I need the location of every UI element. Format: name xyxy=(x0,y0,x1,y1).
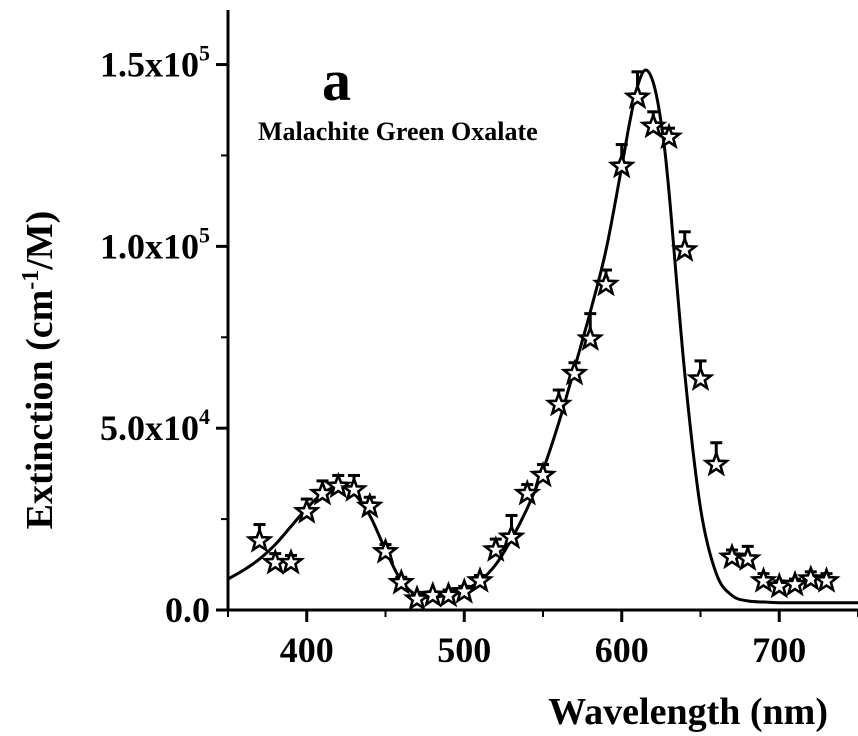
x-tick-label: 600 xyxy=(595,630,649,670)
data-point-star xyxy=(308,478,337,506)
data-point-star xyxy=(560,358,589,386)
data-point-star xyxy=(387,568,416,595)
y-tick-label-base: 1.0x10 xyxy=(100,226,199,266)
data-point-star xyxy=(513,478,542,506)
data-point-star xyxy=(749,566,778,593)
data-point-star xyxy=(639,111,668,139)
y-axis-title-prefix: Extinction (cm xyxy=(19,290,61,530)
y-tick-label: 0.0 xyxy=(165,590,210,630)
x-tick-label: 500 xyxy=(437,630,491,670)
data-point-star xyxy=(686,364,715,392)
sample-annotation: Malachite Green Oxalate xyxy=(258,117,538,146)
data-point-star xyxy=(780,569,810,597)
data-point-star xyxy=(355,491,384,519)
data-point-star xyxy=(465,566,495,593)
data-point-star xyxy=(450,577,479,604)
data-point-star xyxy=(607,151,636,179)
data-point-star xyxy=(276,547,306,575)
y-axis-title-suffix: /M) xyxy=(19,211,61,271)
data-point-star xyxy=(623,82,652,110)
y-tick-label: 5.0x104 xyxy=(100,404,210,448)
y-tick-label: 1.5x105 xyxy=(100,41,210,85)
data-point-star xyxy=(544,389,573,417)
panel-label: a xyxy=(322,48,351,113)
data-point-star xyxy=(324,471,353,499)
data-point-star xyxy=(292,497,321,524)
x-tick-label: 700 xyxy=(752,630,806,670)
y-axis-title: Extinction (cm-1/M) xyxy=(18,211,61,530)
data-points xyxy=(245,82,841,612)
data-point-star xyxy=(796,564,825,592)
data-point-star xyxy=(591,269,621,297)
y-tick-label-exp: 5 xyxy=(199,222,210,247)
fit-curve xyxy=(227,68,858,605)
y-tick-label-base: 0.0 xyxy=(165,590,210,630)
data-point-star xyxy=(339,475,369,502)
y-tick-label-exp: 5 xyxy=(199,41,210,66)
x-ticks: 400 500 600 700 xyxy=(227,610,858,670)
data-point-star xyxy=(245,526,274,553)
y-axis-title-sup: -1 xyxy=(18,270,44,290)
y-tick-label-exp: 4 xyxy=(199,404,210,429)
data-point-star xyxy=(497,522,526,550)
data-point-star xyxy=(528,460,558,488)
y-tick-label: 1.0x105 xyxy=(100,222,210,266)
data-point-star xyxy=(576,324,605,352)
data-point-star xyxy=(733,544,762,572)
x-axis-title: Wavelength (nm) xyxy=(548,691,828,733)
x-tick-label: 400 xyxy=(280,630,334,670)
y-tick-label-base: 5.0x10 xyxy=(100,408,199,448)
data-point-star xyxy=(812,566,841,593)
error-bars xyxy=(253,70,833,600)
data-point-star xyxy=(702,449,731,477)
data-point-star xyxy=(371,537,400,564)
data-point-star xyxy=(717,542,747,570)
y-tick-label-base: 1.5x10 xyxy=(100,45,199,85)
data-point-star xyxy=(654,122,684,150)
data-point-star xyxy=(670,235,699,262)
